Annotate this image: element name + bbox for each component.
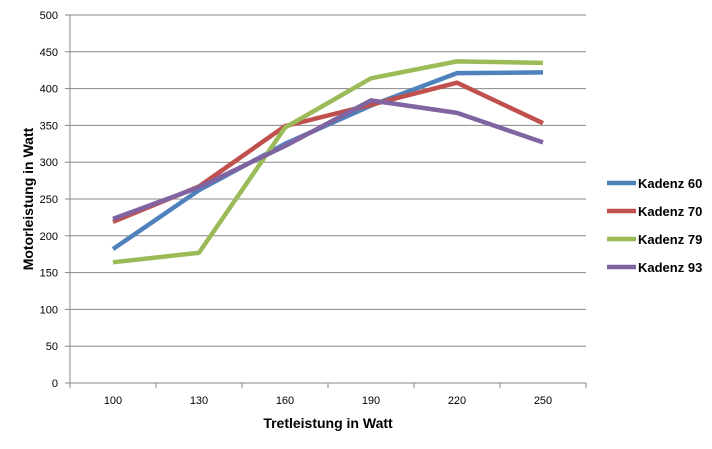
y-tick-label: 50 (46, 341, 58, 353)
x-tick-label: 130 (190, 395, 208, 407)
x-axis-title: Tretleistung in Watt (263, 415, 393, 431)
y-tick-label: 300 (40, 157, 58, 169)
legend-label: Kadenz 93 (638, 260, 702, 275)
series-line (111, 70, 544, 251)
tick-labels: 0 50 100 150 200 250 300 350 400 450 500 100 130 160 1… (40, 10, 553, 407)
legend-label: Kadenz 79 (638, 232, 702, 247)
x-tick-label: 190 (362, 395, 380, 407)
y-tick-label: 250 (40, 194, 58, 206)
y-tick-label: 200 (40, 231, 58, 243)
y-tick-label: 450 (40, 47, 58, 59)
legend-label: Kadenz 60 (638, 176, 702, 191)
gridlines (70, 14, 586, 347)
x-tick-label: 160 (276, 395, 294, 407)
legend: Kadenz 60 Kadenz 70 Kadenz 79 Kadenz 93 (607, 176, 702, 275)
legend-label: Kadenz 70 (638, 204, 702, 219)
x-tick-label: 100 (104, 395, 122, 407)
x-tick-label: 220 (448, 395, 466, 407)
y-axis-title: Motorleistung in Watt (20, 127, 36, 270)
x-tick-label: 250 (534, 395, 552, 407)
series-line (112, 98, 544, 221)
axes (65, 14, 587, 388)
y-tick-label: 400 (40, 84, 58, 96)
y-tick-label: 100 (40, 304, 58, 316)
y-tick-label: 0 (52, 378, 58, 390)
series-lines (111, 59, 544, 265)
series-line (112, 59, 544, 265)
y-tick-label: 150 (40, 268, 58, 280)
y-tick-label: 350 (40, 120, 58, 132)
y-tick-label: 500 (40, 10, 58, 22)
